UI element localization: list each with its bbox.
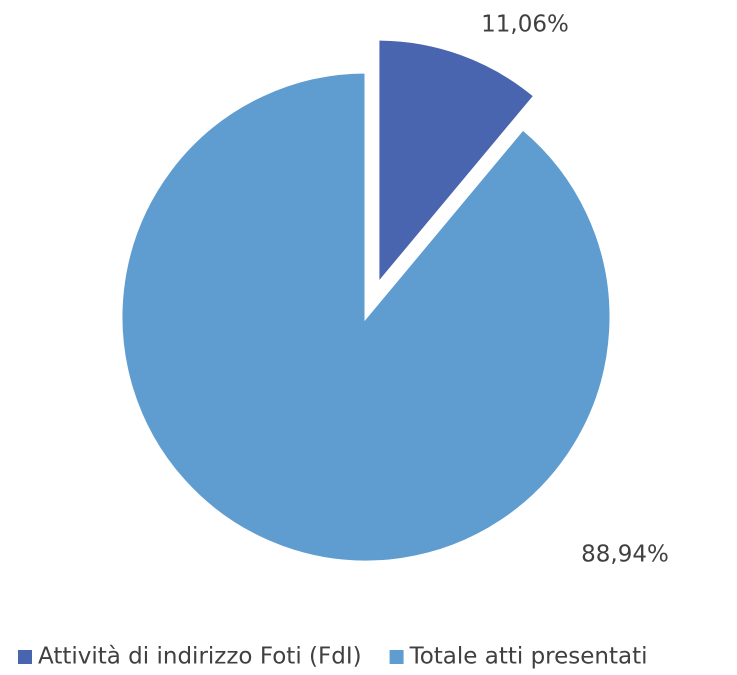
data-label: 88,94% xyxy=(581,542,669,568)
pie-slice xyxy=(376,37,537,289)
legend-label: Totale atti presentati xyxy=(409,644,648,670)
pie-slice xyxy=(119,70,613,564)
legend-label: Attività di indirizzo Foti (FdI) xyxy=(38,644,362,670)
legend-swatch xyxy=(389,650,404,664)
legend-swatch xyxy=(18,650,32,664)
data-label: 11,06% xyxy=(481,12,569,38)
